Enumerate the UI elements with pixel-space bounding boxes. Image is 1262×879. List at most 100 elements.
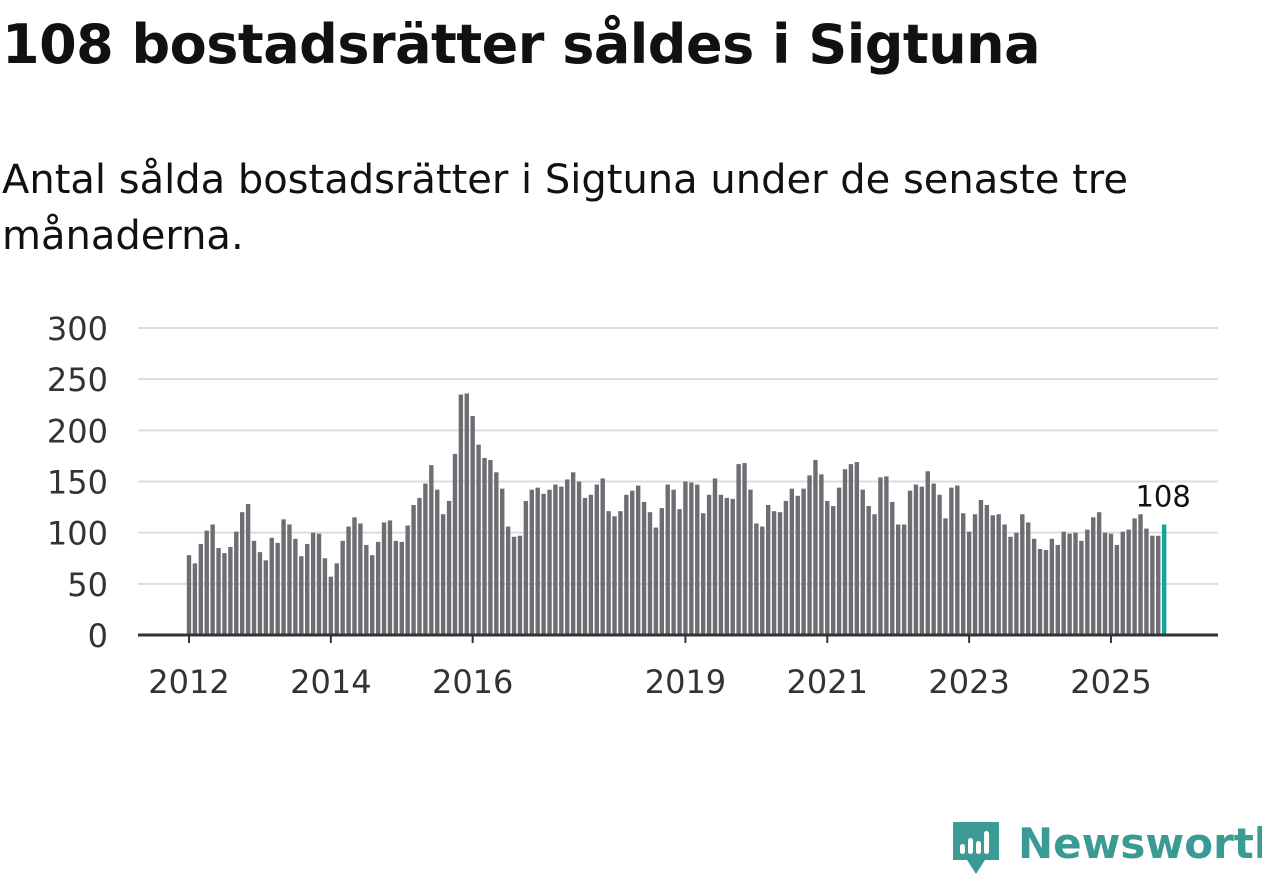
bar [730,498,735,635]
bar [901,524,907,635]
bar [399,541,404,635]
bar [234,531,239,635]
bar [310,532,316,635]
bar [328,576,334,635]
bar [476,444,481,635]
bar [736,464,741,635]
bar [996,514,1001,635]
bar [287,524,292,635]
bar [683,481,688,635]
newsworthy-logo-icon [953,822,999,874]
bar [689,482,694,635]
bar [937,494,942,635]
y-tick-label: 0 [88,617,108,655]
bar [618,511,623,635]
x-tick-label: 2016 [432,663,513,701]
bar [529,489,534,635]
bar [446,500,452,635]
bar [305,543,310,635]
bar [978,499,984,635]
y-tick-label: 100 [47,515,108,553]
bar [635,485,641,635]
bar [1026,522,1031,635]
bar [1102,532,1108,635]
bar-chart: 0 50 100 150 200 250 300 2012 2014 2016 2019 2021 20… [47,310,1218,701]
bar [1144,528,1149,635]
bar [665,484,670,635]
axes [138,633,1218,643]
bar [742,463,747,635]
bar [216,548,221,635]
latest-value-label: 108 [1135,479,1190,513]
bar [1061,531,1066,635]
bar [505,526,511,635]
bar [1091,517,1096,635]
bar [1079,540,1084,635]
bar [559,486,564,635]
bar [866,506,871,635]
y-tick-label: 300 [47,310,108,348]
bar [1037,549,1043,635]
labels: 0 50 100 150 200 250 300 2012 2014 2016 2019 2021 20… [47,310,1191,701]
bar [836,487,842,635]
bar [239,512,245,635]
bar [955,485,960,635]
bar [1085,529,1090,635]
bar [783,500,789,635]
bar [358,523,363,635]
bar [671,489,676,635]
bar [919,486,925,635]
bar [1031,538,1037,635]
bar [966,531,972,635]
bar [565,479,570,635]
bar [222,553,227,635]
bar [251,540,257,635]
bar [630,490,635,635]
x-tick-label: 2014 [290,663,371,701]
bar [470,416,475,635]
bar [269,537,274,635]
bar [1108,533,1114,635]
bar [511,536,517,635]
bar [612,516,617,635]
bar [712,478,718,635]
bar [370,555,375,635]
bar [588,494,594,635]
bar [748,489,753,635]
bar [553,484,558,635]
bar [541,493,546,635]
bar [795,495,800,635]
bar [1138,514,1143,635]
bar [245,504,251,635]
bar [192,563,198,635]
bar [771,511,777,635]
bar [198,543,204,635]
bar [204,530,209,635]
bar [458,394,464,635]
bar [500,488,505,635]
bar [482,457,487,635]
bar [1067,533,1072,635]
bar [890,501,895,635]
y-tick-label: 50 [67,566,108,604]
bar-latest [1161,524,1167,635]
bar [813,460,818,635]
bar [754,523,759,635]
bar [600,478,605,635]
x-tick-label: 2012 [148,663,229,701]
bar [429,465,434,635]
bar [1043,550,1049,635]
bar [340,540,345,635]
bar [1132,518,1137,635]
bar [842,469,848,635]
bar [275,542,280,635]
bar [760,526,765,635]
bar [1014,532,1019,635]
bar [1156,535,1161,635]
bar [1055,544,1060,635]
bar [695,484,700,635]
bar [352,517,357,635]
bar [913,484,919,635]
bar [825,500,830,635]
bar [293,538,298,635]
